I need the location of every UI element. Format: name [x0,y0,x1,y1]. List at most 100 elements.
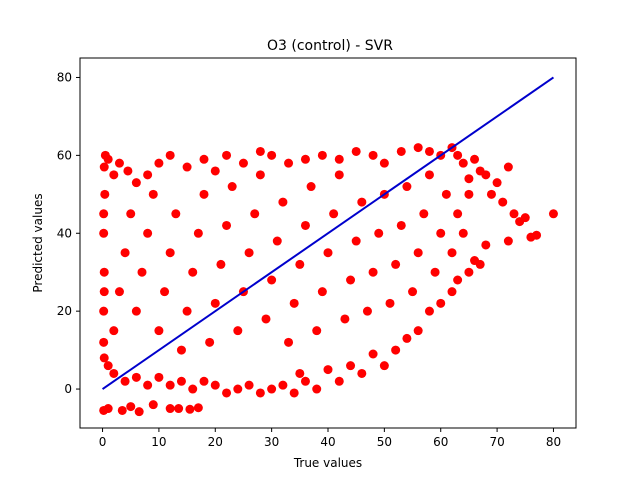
data-point [379,158,389,168]
x-tick-label: 50 [377,435,392,449]
y-tick-label: 40 [57,226,72,240]
data-point [210,166,220,176]
data-point [278,197,288,207]
data-point [182,306,192,316]
data-point [255,388,265,398]
x-tick-label: 40 [320,435,335,449]
data-point [284,158,294,168]
x-ticks: 0 10 20 30 40 50 60 70 80 [99,428,561,449]
x-tick-label: 0 [99,435,107,449]
data-point [346,275,356,285]
data-point [391,345,401,355]
reference-line-group [101,76,555,390]
data-point [357,197,367,207]
data-point [515,217,525,227]
x-axis-label: True values [293,456,362,470]
x-tick-label: 80 [546,435,561,449]
data-point [244,380,254,390]
data-point [267,384,277,394]
data-point [295,368,305,378]
data-point [413,143,423,153]
data-point [323,248,333,258]
data-point [284,337,294,347]
data-point [317,150,327,160]
data-point [334,154,344,164]
data-point [458,158,468,168]
data-point [351,236,361,246]
data-point [464,174,474,184]
data-point [205,337,215,347]
x-tick-label: 20 [208,435,223,449]
data-point [503,162,513,172]
data-point [272,236,282,246]
data-point [210,380,220,390]
data-point [131,372,141,382]
data-point [509,209,519,219]
data-point [188,384,198,394]
data-point [295,259,305,269]
data-point [481,170,491,180]
data-point [334,170,344,180]
data-point [134,407,144,417]
data-point [317,287,327,297]
data-point [424,170,434,180]
data-point [131,306,141,316]
data-point [408,287,418,297]
data-point [447,248,457,258]
data-point [120,248,130,258]
data-point [402,333,412,343]
data-point [312,384,322,394]
data-point [368,150,378,160]
data-point [126,209,136,219]
y-tick-label: 20 [57,304,72,318]
data-point [120,376,130,386]
y-tick-label: 60 [57,148,72,162]
data-point [165,404,175,414]
data-point [391,259,401,269]
data-point [99,162,109,172]
data-point [222,220,232,230]
x-tick-label: 30 [264,435,279,449]
data-point [143,380,153,390]
data-point [300,220,310,230]
data-point [171,209,181,219]
data-point [424,306,434,316]
data-point [99,209,109,219]
data-point [458,228,468,238]
data-point [99,267,109,277]
data-point [374,228,384,238]
data-point [289,298,299,308]
data-point [99,306,109,316]
data-point [498,197,508,207]
data-point [413,326,423,336]
data-point [188,267,198,277]
data-point [430,267,440,277]
data-point [334,376,344,386]
x-tick-label: 70 [489,435,504,449]
data-point [199,154,209,164]
data-point [117,405,127,415]
data-point [481,240,491,250]
data-point [312,326,322,336]
data-point [424,146,434,156]
data-point [250,209,260,219]
data-point [419,209,429,219]
data-point [396,220,406,230]
data-point [548,209,558,219]
data-point [379,361,389,371]
chart-title: O3 (control) - SVR [267,38,393,54]
data-point [185,404,195,414]
y-tick-label: 0 [64,382,72,396]
data-point [109,170,119,180]
data-point [306,182,316,192]
data-point [100,189,110,199]
data-point [165,248,175,258]
y-axis-label: Predicted values [31,193,45,292]
data-point [154,158,164,168]
data-point [99,337,109,347]
data-point [385,298,395,308]
data-point [176,345,186,355]
data-point [289,388,299,398]
data-point [300,376,310,386]
